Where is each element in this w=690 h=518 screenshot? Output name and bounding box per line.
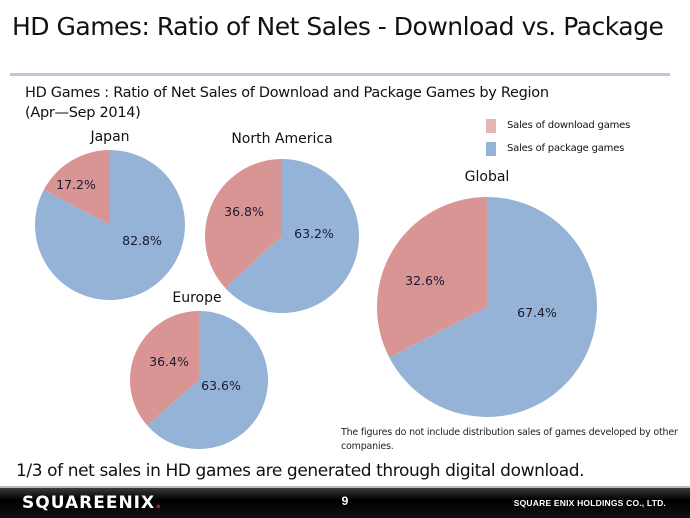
data-label-package: 63.2% xyxy=(294,226,334,241)
legend-item-download: Sales of download games xyxy=(486,114,630,137)
legend-swatch-package xyxy=(486,141,496,156)
pie-slice-download xyxy=(43,150,111,225)
pie-slice-download xyxy=(377,197,487,358)
data-label-download: 36.8% xyxy=(224,204,264,219)
logo-text-square: SQUARE xyxy=(22,493,106,513)
subtitle-line-1: HD Games : Ratio of Net Sales of Downloa… xyxy=(25,85,549,101)
pie-slice-download xyxy=(130,311,199,426)
pie-title-japan: Japan xyxy=(89,129,129,145)
pie-global: Global 32.6% 67.4% xyxy=(377,169,597,418)
data-label-download: 17.2% xyxy=(56,177,96,192)
pie-title-north-america: North America xyxy=(231,131,332,147)
footnote: The figures do not include distribution … xyxy=(341,427,678,452)
legend: Sales of download games Sales of package… xyxy=(486,114,630,160)
legend-item-package: Sales of package games xyxy=(486,137,630,160)
pie-title-global: Global xyxy=(465,169,510,185)
pie-slice-download xyxy=(204,159,282,289)
pie-slice-package xyxy=(225,159,359,313)
legend-swatch-download xyxy=(486,118,496,133)
data-label-download: 32.6% xyxy=(405,273,445,288)
data-label-package: 63.6% xyxy=(201,378,241,393)
conclusion-text: 1/3 of net sales in HD games are generat… xyxy=(16,461,585,481)
legend-label-package: Sales of package games xyxy=(507,143,625,154)
pie-japan: Japan 17.2% 82.8% xyxy=(35,129,186,300)
pie-north-america: North America 36.8% 63.2% xyxy=(204,131,359,313)
logo-text-enix: ENIX xyxy=(105,493,156,513)
data-label-package: 67.4% xyxy=(517,305,557,320)
pie-europe: Europe 36.4% 63.6% xyxy=(130,290,268,449)
pie-title-europe: Europe xyxy=(172,290,221,306)
slide-title: HD Games: Ratio of Net Sales - Download … xyxy=(12,12,664,41)
pie-charts: Japan 17.2% 82.8% North America 36.8% 63.2… xyxy=(35,129,597,449)
company-name: SQUARE ENIX HOLDINGS CO., LTD. xyxy=(513,498,666,508)
footer-bar: SQUAREENIX. 9 SQUARE ENIX HOLDINGS CO., … xyxy=(0,486,690,518)
chart-subtitle: HD Games : Ratio of Net Sales of Downloa… xyxy=(25,83,549,123)
title-divider xyxy=(10,73,670,76)
logo-mark: . xyxy=(155,493,163,513)
pie-slice-package xyxy=(146,311,268,449)
page-number: 9 xyxy=(341,494,349,508)
data-label-download: 36.4% xyxy=(149,354,189,369)
legend-label-download: Sales of download games xyxy=(507,120,631,131)
subtitle-line-2: (Apr—Sep 2014) xyxy=(25,105,141,121)
square-enix-logo: SQUAREENIX. xyxy=(22,493,163,513)
pie-slice-package xyxy=(35,150,186,300)
pie-slice-package xyxy=(389,197,597,418)
data-label-package: 82.8% xyxy=(122,233,162,248)
